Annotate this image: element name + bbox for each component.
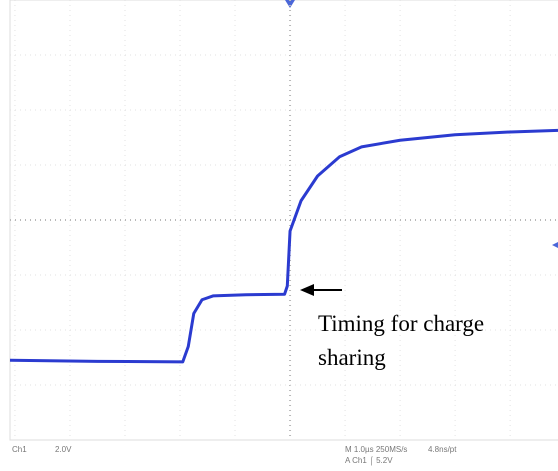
readout: 2.0V — [55, 445, 72, 454]
background — [0, 0, 558, 471]
annotation: Timing for charge — [318, 311, 484, 336]
readout: A Ch1 ⌠ 5.2V — [345, 456, 393, 466]
readout: M 1.0µs 250MS/s — [345, 445, 407, 454]
scope-screen: Timing for charge sharing Ch1 2.0V M 1.0µs… — [0, 0, 558, 471]
annotation: sharing — [318, 345, 386, 370]
readout: 4.8ns/pt — [428, 445, 457, 454]
readout: Ch1 — [12, 445, 27, 454]
